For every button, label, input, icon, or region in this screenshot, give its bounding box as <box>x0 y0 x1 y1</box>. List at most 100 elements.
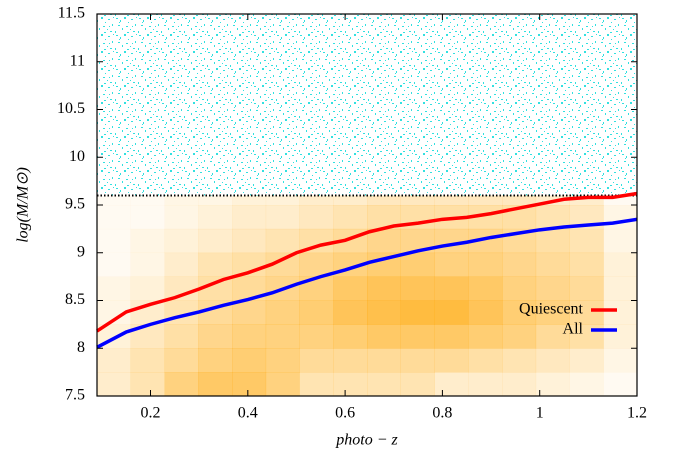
heat-cell <box>400 276 435 301</box>
heat-cell <box>603 276 638 301</box>
heat-cell <box>130 228 165 254</box>
heat-cell <box>535 228 570 254</box>
heat-cell <box>299 195 334 206</box>
heat-cell <box>434 252 469 277</box>
heat-cell <box>164 276 199 301</box>
heat-cell <box>164 324 199 349</box>
heat-cell <box>400 372 435 397</box>
heat-cell <box>97 252 131 277</box>
x-tick-label: 0.4 <box>238 405 258 422</box>
heat-cell <box>333 276 368 301</box>
heat-cell <box>603 205 638 230</box>
scatter-cloud <box>97 14 637 196</box>
heat-cell <box>468 300 503 325</box>
heat-cell <box>333 195 368 206</box>
heat-cell <box>164 195 199 206</box>
y-tick-label: 8.5 <box>65 291 85 308</box>
heat-cell <box>130 276 165 301</box>
heat-cell <box>97 228 131 254</box>
heat-cell <box>367 348 401 373</box>
heat-cell <box>333 300 368 325</box>
heat-cell <box>603 195 638 206</box>
heat-cell <box>569 372 604 397</box>
heat-cell <box>164 372 199 397</box>
heat-cell <box>603 324 638 349</box>
heat-cell <box>468 348 503 373</box>
heat-cell <box>232 324 267 349</box>
heat-cell <box>603 372 638 397</box>
y-tick-label: 7.5 <box>65 387 85 404</box>
heat-cell <box>333 205 368 230</box>
heat-cell <box>468 372 503 397</box>
heat-cell <box>232 300 267 325</box>
y-tick-label: 9.5 <box>65 196 85 213</box>
heat-cell <box>299 348 334 373</box>
heat-cell <box>603 228 638 254</box>
heat-cell <box>232 348 267 373</box>
heat-cell <box>569 276 604 301</box>
heat-cell <box>265 300 300 325</box>
heat-cell <box>299 300 334 325</box>
series-line <box>96 217 638 349</box>
heat-cell <box>502 372 537 397</box>
heat-cell <box>97 348 131 373</box>
heat-cell <box>333 372 368 397</box>
legend-label: Quiescent <box>519 301 584 318</box>
heat-cell <box>468 195 503 206</box>
legend-label: All <box>563 321 584 338</box>
heat-cell <box>434 372 469 397</box>
y-tick-label: 11 <box>70 52 85 69</box>
heat-cell <box>198 205 233 230</box>
heat-cell <box>502 324 537 349</box>
heat-cell <box>535 205 570 230</box>
heat-cell <box>198 372 233 397</box>
heat-cell <box>130 348 165 373</box>
heat-cell <box>468 252 503 277</box>
heat-cell <box>400 348 435 373</box>
heat-cell <box>198 228 233 254</box>
heat-cell <box>502 195 537 206</box>
y-tick-label: 8 <box>77 339 85 356</box>
heat-cell <box>434 195 469 206</box>
heat-cell <box>97 205 131 230</box>
heat-cell <box>434 324 469 349</box>
heat-cell <box>468 324 503 349</box>
heat-cell <box>367 228 401 254</box>
heat-cell <box>130 252 165 277</box>
heat-cell <box>130 205 165 230</box>
heat-cell <box>232 195 267 206</box>
heat-cell <box>164 348 199 373</box>
heat-cell <box>535 324 570 349</box>
heat-cell <box>299 324 334 349</box>
heat-cell <box>333 348 368 373</box>
heat-cell <box>198 195 233 206</box>
heat-cell <box>400 252 435 277</box>
heat-cell <box>569 252 604 277</box>
x-axis-label: photo − z <box>335 432 398 449</box>
heat-cell <box>569 348 604 373</box>
heat-cell <box>265 205 300 230</box>
heat-cell <box>603 300 638 325</box>
heat-cell <box>502 348 537 373</box>
heat-cell <box>164 205 199 230</box>
heat-cell <box>502 252 537 277</box>
heat-cell <box>265 348 300 373</box>
heat-cell <box>603 252 638 277</box>
heat-cell <box>97 372 131 397</box>
heat-cell <box>535 252 570 277</box>
x-tick-label: 0.6 <box>335 405 355 422</box>
heat-cell <box>367 324 401 349</box>
heat-cell <box>535 276 570 301</box>
heat-cell <box>232 228 267 254</box>
heat-cell <box>130 372 165 397</box>
y-tick-label: 9 <box>77 243 85 260</box>
heat-cell <box>502 276 537 301</box>
heat-cell <box>198 252 233 277</box>
heat-cell <box>265 372 300 397</box>
heat-cell <box>333 324 368 349</box>
heat-cell <box>400 300 435 325</box>
heat-cell <box>97 276 131 301</box>
heat-cell <box>468 276 503 301</box>
x-tick-label: 0.8 <box>432 405 452 422</box>
